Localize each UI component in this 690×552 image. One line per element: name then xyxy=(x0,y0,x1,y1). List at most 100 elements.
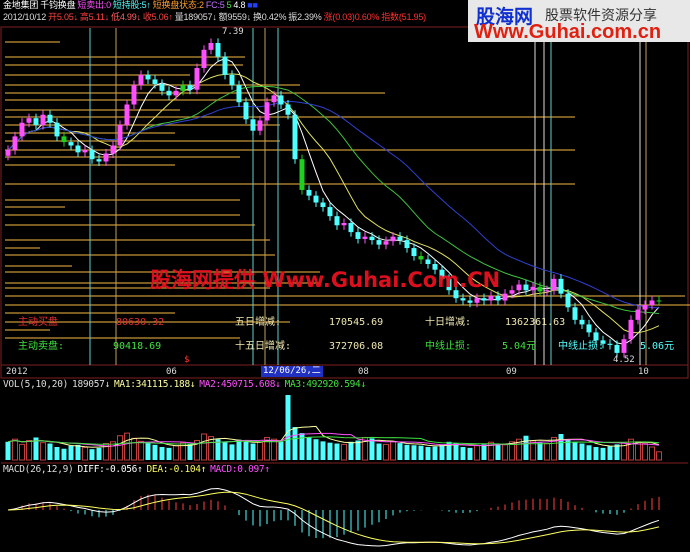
candle-body xyxy=(642,305,648,310)
volume-bar xyxy=(299,433,305,460)
macd-header: MACD(26,12,9) DIFF:-0.056↑ DEA:-0.104↑ MACD… xyxy=(3,464,274,475)
candle-body xyxy=(572,307,578,320)
volume-bar xyxy=(33,437,39,460)
volume-bar xyxy=(495,443,501,460)
candle-body xyxy=(565,293,571,308)
quote-change: 涨(0.03)0.60% xyxy=(323,12,380,22)
volume-bar xyxy=(446,441,452,460)
candle-body xyxy=(341,222,347,226)
volume-bar xyxy=(411,445,417,460)
candle-body xyxy=(250,119,256,131)
candle-body xyxy=(432,264,438,270)
volume-bar xyxy=(439,444,445,460)
volume-bar xyxy=(369,438,375,460)
volume-bar xyxy=(418,445,424,460)
logo-slogan: 股票软件资源分享 xyxy=(545,8,657,24)
quote-volume: 量189057↓ xyxy=(174,12,217,22)
candle-body xyxy=(26,118,32,123)
candle-body xyxy=(285,104,291,115)
volume-bar xyxy=(173,445,179,461)
volume-bar xyxy=(47,443,53,460)
candle-body xyxy=(502,293,508,301)
candle-body xyxy=(544,290,550,292)
candle-body xyxy=(320,202,326,208)
volume-bar xyxy=(222,441,228,460)
candle-body xyxy=(390,236,396,242)
vol-value: 189057↓ xyxy=(72,379,110,390)
d10-value: 1362361.63 xyxy=(505,317,566,328)
d15-label: 十五日增减: xyxy=(235,341,292,352)
volume-bar xyxy=(523,435,529,460)
short-state: 短换盘状态:2 xyxy=(152,0,204,10)
volume-bar xyxy=(572,441,578,460)
candle-body xyxy=(89,150,95,160)
volume-header: VOL(5,10,20) 189057↓ MA1:341115.188↓ MA2:45… xyxy=(3,379,370,390)
quote-low: 低4.99↓ xyxy=(111,12,141,22)
volume-bar xyxy=(593,447,599,460)
volume-bar xyxy=(544,443,550,461)
macd-value: MACD:0.097↑ xyxy=(210,464,270,475)
volume-bar xyxy=(187,443,193,460)
volume-bar xyxy=(432,446,438,460)
volume-bar xyxy=(75,444,81,460)
d15-value: 372706.08 xyxy=(329,341,384,352)
candle-body xyxy=(292,114,298,160)
volume-bar xyxy=(236,439,242,460)
moving-average-line xyxy=(7,57,660,345)
candle-body xyxy=(537,286,543,292)
candle-body xyxy=(418,256,424,260)
candle-body xyxy=(593,332,599,341)
candle-body xyxy=(75,145,81,153)
candle-body xyxy=(439,269,445,279)
volume-bar xyxy=(26,440,32,461)
volume-bar xyxy=(404,444,410,460)
volume-bar xyxy=(502,444,508,461)
volume-bar xyxy=(96,447,102,460)
quote-amount: 额9559↓ xyxy=(218,12,252,22)
volume-bar xyxy=(516,438,522,461)
volume-bar xyxy=(635,441,641,461)
candle-body xyxy=(649,300,655,306)
volume-bar xyxy=(103,443,109,461)
volume-bar xyxy=(425,447,431,460)
candle-body xyxy=(376,240,382,245)
macd-diff: DIFF:-0.056↑ xyxy=(77,464,143,475)
macd-title: MACD(26,12,9) xyxy=(3,464,74,475)
volume-bar xyxy=(180,442,186,461)
date-tick: 08 xyxy=(358,367,369,377)
candle-body xyxy=(404,240,410,249)
candle-body xyxy=(152,79,158,84)
volume-bar xyxy=(488,441,494,461)
volume-bar xyxy=(600,447,606,460)
candle-body xyxy=(523,284,529,291)
volume-bar xyxy=(285,395,291,460)
candle-body xyxy=(145,74,151,80)
volume-bar xyxy=(215,439,221,460)
volume-bar xyxy=(579,443,585,460)
volume-ma-line xyxy=(7,432,660,447)
volume-bar xyxy=(348,441,354,460)
candle-body xyxy=(397,236,403,241)
volume-bar xyxy=(341,443,347,461)
candle-body xyxy=(425,259,431,265)
volume-bar xyxy=(82,446,88,461)
candle-body xyxy=(222,56,228,75)
volume-bar xyxy=(313,439,319,460)
candle-body xyxy=(586,324,592,333)
moving-average-line xyxy=(7,100,660,309)
date-tick: 06 xyxy=(166,367,177,377)
candle-body xyxy=(355,232,361,239)
candle-body xyxy=(579,319,585,325)
active-sell-label: 主动卖盘: xyxy=(18,341,65,352)
volume-bar xyxy=(89,449,95,460)
indicator-name[interactable]: 千钧换盘 xyxy=(40,0,76,10)
volume-bar xyxy=(292,427,298,460)
candle-body xyxy=(530,286,536,291)
volume-bar xyxy=(19,443,25,461)
indicator-header: 金地集团 千钧换盘 短卖出:0 短持股:5↑ 短换盘状态:2 FC:5 5 4.8 ■■ xyxy=(3,0,260,11)
volume-bar xyxy=(453,443,459,460)
candle-body xyxy=(96,159,102,162)
volume-bar xyxy=(565,439,571,460)
candle-body xyxy=(166,90,172,96)
